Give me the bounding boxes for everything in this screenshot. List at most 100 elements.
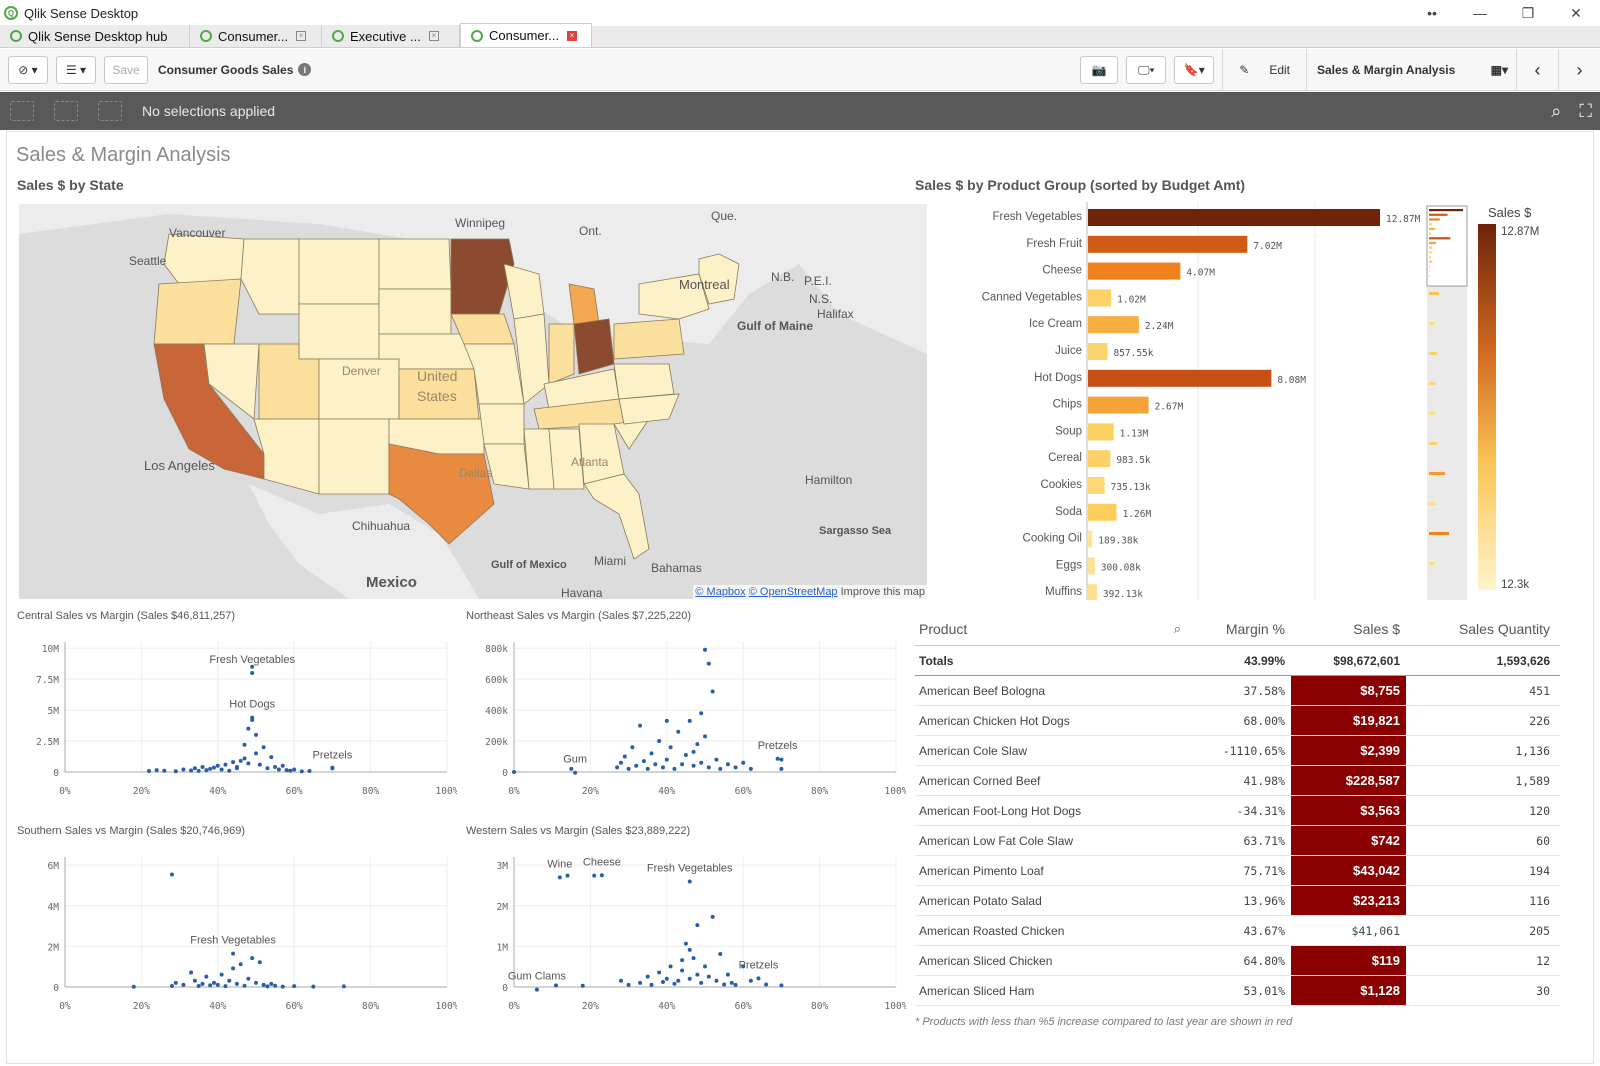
table-row[interactable]: American Beef Bologna 37.58% $8,755 451 (915, 676, 1560, 706)
tab-hub[interactable]: Qlik Sense Desktop hub (0, 25, 190, 47)
table-row[interactable]: American Sliced Ham 53.01% $1,128 30 (915, 976, 1560, 1006)
table-row[interactable]: American Potato Salad 13.96% $23,213 116 (915, 886, 1560, 916)
scatter-point (288, 768, 293, 773)
search-icon[interactable]: ⌕ (1551, 100, 1562, 121)
scatter-point (710, 914, 715, 919)
state-ind[interactable] (548, 323, 575, 385)
close-tab-icon[interactable]: × (296, 31, 307, 41)
bar-minimap-mark (1429, 246, 1432, 249)
close-window-button[interactable]: ✕ (1570, 4, 1582, 21)
table-row[interactable]: American Roasted Chicken 43.67% $41,061 205 (915, 916, 1560, 946)
state-fla[interactable] (583, 473, 650, 560)
state-ariz[interactable] (253, 418, 320, 495)
scatter-point (649, 751, 654, 756)
state-idaho[interactable] (240, 238, 300, 315)
scatter-y-tick: 4M (48, 902, 60, 913)
qty-cell: 60 (1536, 833, 1550, 848)
save-button[interactable]: Save (104, 55, 148, 84)
state-mont[interactable] (298, 238, 380, 305)
scatter-point (292, 767, 297, 772)
map-label-sargasso-sea: Sargasso Sea (819, 525, 892, 537)
product-column-header[interactable]: Product ⌕ (915, 621, 1191, 637)
table-row[interactable]: American Low Fat Cole Slaw 63.71% $742 60 (915, 826, 1560, 856)
clear-selections-icon[interactable] (98, 101, 122, 121)
fullscreen-toggle-icon[interactable]: •• (1427, 5, 1437, 21)
state-nm[interactable] (318, 418, 390, 495)
bar-value-label: 1.13M (1120, 428, 1149, 439)
margin-cell: 37.58% (1243, 683, 1285, 698)
state-nd[interactable] (378, 238, 452, 290)
osm-link[interactable]: © OpenStreetMap (748, 586, 838, 598)
improve-map-link[interactable]: Improve this map (840, 586, 925, 598)
bar-minimap-mark (1429, 442, 1437, 445)
state-wyo[interactable] (298, 303, 380, 360)
state-sd[interactable] (378, 288, 452, 335)
selection-tool-icon[interactable]: ⛶ (1579, 100, 1592, 121)
sales-column-header[interactable]: Sales $ (1353, 620, 1400, 637)
scatter-point (645, 974, 650, 979)
scatter-point (691, 763, 696, 768)
edit-button[interactable]: ✎ Edit (1222, 49, 1306, 91)
app-menu-button[interactable]: ☰ ▾ (56, 55, 96, 84)
next-sheet-button[interactable]: › (1558, 49, 1600, 91)
qty-column-header[interactable]: Sales Quantity (1458, 620, 1550, 637)
scatter-point (657, 739, 662, 744)
table-row[interactable]: American Corned Beef 41.98% $228,587 1,589 (915, 766, 1560, 796)
snapshot-button[interactable]: 📷 (1080, 56, 1119, 84)
state-va[interactable] (613, 363, 675, 400)
info-icon[interactable]: i (298, 63, 312, 76)
sheets-grid-icon[interactable]: ▦▾ (1490, 63, 1508, 77)
navigation-menu-button[interactable]: ⊘ ▾ (8, 55, 48, 84)
story-button[interactable]: 🖵▾ (1126, 56, 1167, 84)
margin-column-header[interactable]: Margin % (1225, 620, 1285, 637)
state-tex[interactable] (388, 443, 495, 545)
tab-consumer-1[interactable]: Consumer... × (190, 25, 322, 47)
state-ore[interactable] (153, 278, 242, 345)
close-tab-icon[interactable]: × (428, 31, 439, 41)
state-ala[interactable] (548, 428, 585, 490)
table-row[interactable]: American Sliced Chicken 64.80% $119 12 (915, 946, 1560, 976)
product-cell: American Chicken Hot Dogs (919, 713, 1070, 728)
state-sales-map[interactable]: Vancouver Seattle Winnipeg Ont. Que. Mon… (19, 204, 927, 599)
margin-cell: 75.71% (1243, 863, 1285, 878)
product-group-bar-chart[interactable]: Fresh Vegetables 12.87M Fresh Fruit 7.02M Ch… (915, 202, 1585, 602)
table-row[interactable]: American Pimento Loaf 75.71% $43,042 194 (915, 856, 1560, 886)
scatter-y-tick: 400k (485, 706, 508, 717)
previous-sheet-button[interactable]: ‹ (1516, 49, 1558, 91)
bar-minimap-mark (1429, 382, 1436, 385)
state-pa[interactable] (613, 318, 685, 360)
mapbox-link[interactable]: © Mapbox (695, 586, 746, 598)
sheet-selector[interactable]: Sales & Margin Analysis ▦▾ (1306, 49, 1516, 91)
totals-label: Totals (919, 653, 954, 668)
scatter-point (718, 951, 723, 956)
state-mich[interactable] (568, 283, 600, 325)
state-ohio[interactable] (573, 318, 615, 375)
bar-chart-svg: Fresh Vegetables 12.87M Fresh Fruit 7.02M Ch… (982, 202, 1539, 602)
bookmark-button[interactable]: 🔖▾ (1174, 56, 1215, 84)
restore-button[interactable]: ❐ (1521, 4, 1535, 21)
western-scatter-chart[interactable]: 0 1M 2M 3M 0% 20% 40% 60% 80% 100% Wine Cheese Fresh… (466, 845, 908, 1025)
state-ark[interactable] (478, 403, 525, 445)
minimize-button[interactable]: — (1473, 5, 1487, 21)
scatter-annotation: Pretzels (758, 740, 798, 752)
northeast-scatter-chart[interactable]: 0 200k 400k 600k 800k 0% 20% 40% 60% 80% 100% Gum Pr… (466, 630, 908, 810)
close-tab-icon[interactable]: × (567, 30, 578, 41)
state-wash[interactable] (163, 233, 245, 285)
state-ny[interactable] (638, 273, 710, 320)
step-forward-icon[interactable] (54, 101, 78, 121)
table-row[interactable]: American Foot-Long Hot Dogs -34.31% $3,563… (915, 796, 1560, 826)
tab-consumer-active[interactable]: Consumer... × (460, 23, 592, 47)
search-icon[interactable]: ⌕ (1173, 620, 1181, 636)
state-new-england[interactable] (698, 253, 740, 305)
southern-scatter-chart[interactable]: 0 2M 4M 6M 0% 20% 40% 60% 80% 100% Fresh Vegetable… (17, 845, 459, 1025)
state-minn[interactable] (450, 238, 515, 315)
table-row[interactable]: American Chicken Hot Dogs 68.00% $19,821 22… (915, 706, 1560, 736)
scatter-point (569, 766, 574, 771)
scatter-point (676, 729, 681, 734)
step-back-icon[interactable] (10, 101, 34, 121)
scatter-point (242, 983, 247, 988)
table-row[interactable]: American Cole Slaw -1110.65% $2,399 1,136 (915, 736, 1560, 766)
central-scatter-chart[interactable]: 0 2.5M 5M 7.5M 10M 0% 20% 40% 60% 80% 100% Fresh Ve… (17, 630, 459, 810)
tab-executive[interactable]: Executive ... × (322, 25, 460, 47)
scatter-point (254, 980, 258, 985)
